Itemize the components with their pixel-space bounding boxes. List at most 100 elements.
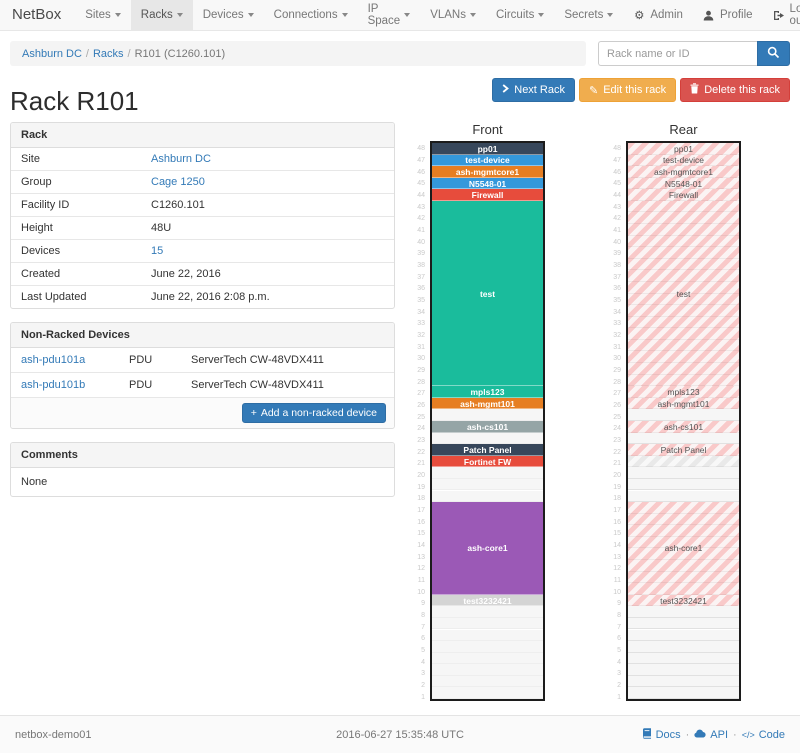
rack-unit-number: 24 — [417, 425, 425, 433]
nav-item-connections[interactable]: Connections — [264, 0, 358, 30]
breadcrumb-site-link[interactable]: Ashburn DC — [22, 48, 82, 60]
device-slot-firewall[interactable]: Firewall — [432, 189, 543, 201]
code-link[interactable]: </> Code — [742, 729, 785, 741]
device-slot-test3232421[interactable]: test3232421 — [628, 594, 739, 607]
device-slot-fortinet-fw[interactable]: Fortinet FW — [432, 455, 543, 468]
rack-unit-number: 2 — [421, 681, 425, 689]
rack-unit-number: 17 — [417, 506, 425, 514]
nav-item-vlans[interactable]: VLANs — [420, 0, 486, 30]
device-slot-test-device[interactable]: test-device — [628, 154, 739, 167]
nav-logout-label: Log out — [789, 3, 800, 27]
rack-unit-number: 40 — [613, 238, 621, 246]
rack-unit-row — [628, 432, 739, 445]
docs-link[interactable]: Docs — [642, 727, 681, 742]
device-role-cell: PDU — [129, 354, 153, 366]
device-name-cell: ash-pdu101a — [11, 348, 129, 372]
front-rack: pp01 test-device ash-mgmtcore1 N5548-01 Fire… — [430, 141, 545, 701]
front-elevation: Front 48 47 46 45 44 43 42 41 40 39 38 37 36 35 34 33 32… — [417, 122, 545, 701]
search-input[interactable] — [598, 41, 757, 66]
rack-info-value-link[interactable]: Cage 1250 — [151, 176, 205, 188]
nav-item-ip-space[interactable]: IP Space — [358, 0, 421, 30]
rack-unit-number: 39 — [613, 250, 621, 258]
nav-item-circuits[interactable]: Circuits — [486, 0, 554, 30]
rack-unit-number: 24 — [613, 425, 621, 433]
rack-unit-number: 42 — [613, 215, 621, 223]
rack-unit-number: 34 — [417, 308, 425, 316]
device-link[interactable]: ash-pdu101a — [21, 354, 86, 366]
device-slot-n5548-01[interactable]: N5548-01 — [628, 177, 739, 190]
device-slot-ash-core1[interactable]: ash-core1 — [432, 502, 543, 595]
rack-unit-number: 21 — [417, 460, 425, 468]
rack-unit-number: 5 — [421, 646, 425, 654]
device-slot-test3232421[interactable]: test3232421 — [432, 594, 543, 607]
device-slot-mpls123[interactable]: mpls123 — [628, 386, 739, 398]
chevron-down-icon — [247, 13, 254, 17]
rack-info-row: Devices 15 — [11, 239, 394, 262]
rack-unit-number: 6 — [617, 635, 621, 643]
device-slot-ash-core1[interactable]: ash-core1 — [628, 502, 739, 595]
page-title: Rack R101 — [10, 86, 139, 116]
rack-unit-number: 22 — [417, 448, 425, 456]
next-rack-button[interactable]: Next Rack — [492, 78, 575, 102]
device-slot-fortinet-fw[interactable] — [628, 455, 739, 468]
nav-item-devices[interactable]: Devices — [193, 0, 264, 30]
nav-item-racks[interactable]: Racks — [130, 0, 193, 30]
device-slot-pp01[interactable]: pp01 — [628, 143, 739, 155]
device-slot-patch-panel[interactable]: Patch Panel — [628, 444, 739, 456]
device-slot-test[interactable]: test — [432, 200, 543, 387]
rack-unit-row — [432, 629, 543, 642]
search-button[interactable] — [757, 41, 790, 66]
add-nonracked-device-button[interactable]: + Add a non-racked device — [241, 403, 386, 423]
rack-info-row: Last Updated June 22, 2016 2:08 p.m. — [11, 285, 394, 308]
nav-item-label: Circuits — [495, 9, 535, 21]
device-slot-ash-mgmtcore1[interactable]: ash-mgmtcore1 — [432, 166, 543, 178]
rack-unit-number: 30 — [613, 355, 621, 363]
delete-rack-button[interactable]: Delete this rack — [680, 78, 790, 102]
code-icon: </> — [741, 729, 755, 740]
rack-unit-number: 32 — [417, 331, 425, 339]
rack-info-label: Last Updated — [21, 291, 87, 303]
rack-unit-number: 22 — [613, 448, 621, 456]
rack-unit-number: 23 — [417, 436, 425, 444]
device-slot-test-device[interactable]: test-device — [432, 154, 543, 167]
rack-info-value-link[interactable]: 15 — [151, 245, 164, 257]
device-slot-mpls123[interactable]: mpls123 — [432, 386, 543, 398]
rack-unit-number: 12 — [417, 565, 425, 573]
device-slot-test[interactable]: test — [628, 200, 739, 387]
rack-unit-row — [628, 641, 739, 653]
rack-info-rows: Site Ashburn DC Group Cage 1250 Facility ID C… — [11, 148, 394, 308]
api-link[interactable]: API — [694, 729, 728, 741]
rack-unit-number: 45 — [417, 180, 425, 188]
app-brand[interactable]: NetBox — [12, 6, 62, 23]
rack-unit-number: 28 — [417, 378, 425, 386]
rack-unit-number: 25 — [417, 413, 425, 421]
page-head: Next Rack ✎ Edit this rack Delete this r… — [10, 78, 790, 122]
device-slot-pp01[interactable]: pp01 — [432, 143, 543, 155]
rack-unit-row — [628, 617, 739, 630]
rack-info-row: Height 48U — [11, 216, 394, 239]
device-slot-ash-cs101[interactable]: ash-cs101 — [628, 421, 739, 433]
device-slot-ash-mgmtcore1[interactable]: ash-mgmtcore1 — [628, 166, 739, 178]
nav-item-profile[interactable]: Profile — [693, 0, 763, 30]
rack-unit-row — [628, 467, 739, 479]
nav-item-secrets[interactable]: Secrets — [554, 0, 623, 30]
edit-rack-button[interactable]: ✎ Edit this rack — [579, 78, 677, 102]
chevron-down-icon — [607, 13, 614, 17]
device-slot-ash-mgmt101[interactable]: ash-mgmt101 — [432, 397, 543, 410]
nav-item-sites[interactable]: Sites — [75, 0, 131, 30]
rack-info-value-link[interactable]: Ashburn DC — [151, 153, 211, 165]
breadcrumb-racks-link[interactable]: Racks — [92, 48, 124, 60]
nav-item-admin[interactable]: ⚙ Admin — [623, 0, 693, 30]
front-elevation-title: Front — [472, 122, 503, 137]
nav-item-logout[interactable]: Log out — [763, 0, 800, 30]
chevron-down-icon — [341, 13, 348, 17]
device-link[interactable]: ash-pdu101b — [21, 379, 86, 391]
rack-unit-row — [628, 664, 739, 676]
device-slot-n5548-01[interactable]: N5548-01 — [432, 177, 543, 190]
rack-unit-number: 2 — [617, 681, 621, 689]
device-slot-firewall[interactable]: Firewall — [628, 189, 739, 201]
device-slot-ash-cs101[interactable]: ash-cs101 — [432, 421, 543, 433]
rack-unit-number: 39 — [417, 250, 425, 258]
device-slot-patch-panel[interactable]: Patch Panel — [432, 444, 543, 456]
device-slot-ash-mgmt101[interactable]: ash-mgmt101 — [628, 397, 739, 410]
